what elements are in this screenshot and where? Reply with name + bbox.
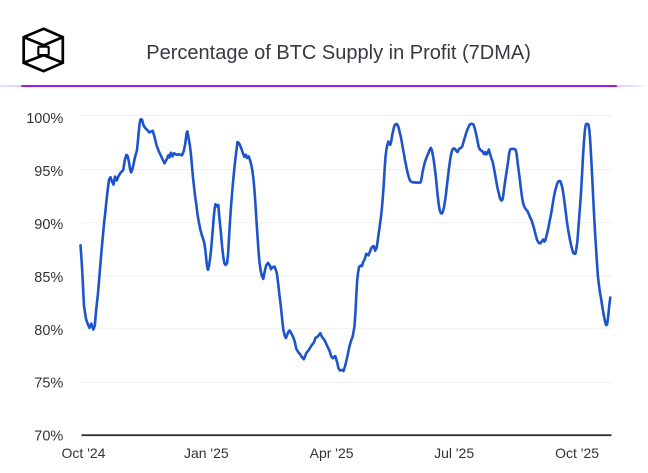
svg-text:100%: 100% [26,111,63,127]
svg-text:Apr '25: Apr '25 [310,445,354,461]
svg-text:80%: 80% [34,323,63,339]
svg-text:Percentage of BTC Supply in Pr: Percentage of BTC Supply in Profit (7DMA… [146,42,531,64]
svg-text:90%: 90% [34,217,63,233]
svg-text:Oct '24: Oct '24 [62,445,106,461]
svg-text:Oct '25: Oct '25 [555,445,599,461]
svg-text:95%: 95% [34,164,63,180]
svg-text:Jul '25: Jul '25 [434,445,474,461]
svg-text:70%: 70% [34,429,63,445]
svg-text:Jan '25: Jan '25 [184,445,229,461]
svg-text:75%: 75% [34,376,63,392]
svg-text:85%: 85% [34,270,63,286]
